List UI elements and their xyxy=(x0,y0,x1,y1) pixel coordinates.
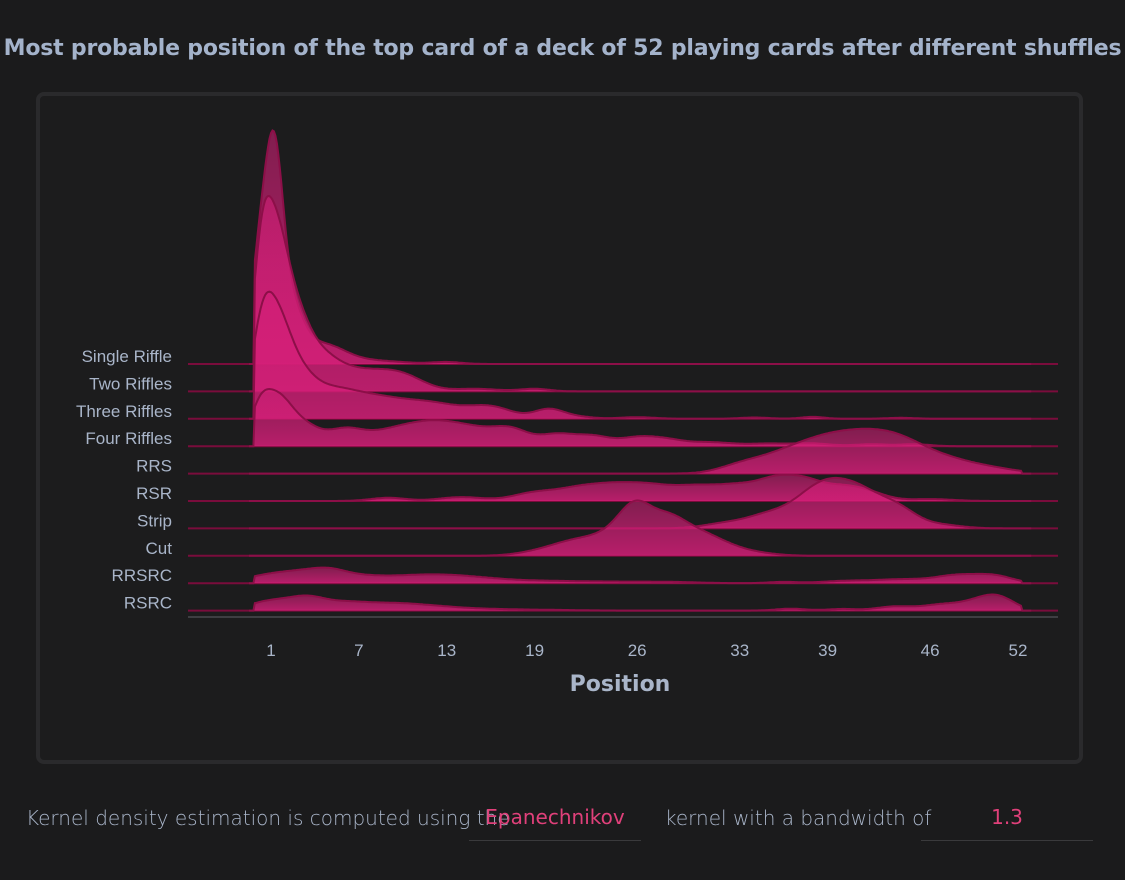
x-tick-label: 26 xyxy=(628,641,647,660)
ridge-outline xyxy=(249,290,1032,420)
ridge-area xyxy=(249,477,1033,529)
ridgeline-chart: Single Riffle Two Riffles Three Riffles Fou… xyxy=(76,129,1058,697)
ridge-outline xyxy=(249,427,1032,475)
x-tick-label: 52 xyxy=(1009,641,1028,660)
ridge-outline xyxy=(249,566,1032,585)
series-label: RSR xyxy=(136,484,172,503)
ridge-area xyxy=(249,500,1033,556)
series-label: Cut xyxy=(146,539,173,558)
x-tick-label: 46 xyxy=(921,641,940,660)
series-label: RRS xyxy=(136,457,172,476)
footer-text-before: Kernel density estimation is computed us… xyxy=(26,806,510,830)
ridge-outline xyxy=(249,194,1032,393)
series-label: Four Riffles xyxy=(85,429,172,448)
ridge-outline xyxy=(249,593,1032,612)
x-tick-label: 1 xyxy=(266,641,275,660)
ridge-area xyxy=(249,389,1033,447)
bandwidth-input[interactable]: 1.3 xyxy=(921,793,1093,841)
series-label: Single Riffle xyxy=(82,347,172,366)
series-label: RSRC xyxy=(124,594,172,613)
series-label: Three Riffles xyxy=(76,402,172,421)
chart-title: Most probable position of the top card o… xyxy=(3,36,1122,61)
series-label: Strip xyxy=(137,511,172,530)
ridge-outline xyxy=(249,473,1032,502)
ridge-area xyxy=(249,196,1033,392)
ridge-area xyxy=(249,130,1033,364)
x-tick-label: 39 xyxy=(818,641,837,660)
ridge-area xyxy=(249,567,1033,584)
series-label: RRSRC xyxy=(112,566,172,585)
kernel-select[interactable]: Epanechnikov xyxy=(469,793,641,841)
x-tick-label: 33 xyxy=(730,641,749,660)
series-label: Two Riffles xyxy=(89,374,172,393)
footer-text-middle: kernel with a bandwidth of xyxy=(665,806,932,830)
ridge-area xyxy=(249,474,1033,501)
ridge-outline xyxy=(249,499,1032,557)
ridge-outline xyxy=(249,129,1032,365)
ridge-area xyxy=(249,428,1033,474)
chart-panel: Single Riffle Two Riffles Three Riffles Fou… xyxy=(36,92,1083,764)
x-tick-label: 7 xyxy=(354,641,363,660)
ridge-area xyxy=(249,291,1033,419)
x-tick-label: 13 xyxy=(437,641,456,660)
x-axis-label: Position xyxy=(570,672,671,697)
x-tick-label: 19 xyxy=(525,641,544,660)
